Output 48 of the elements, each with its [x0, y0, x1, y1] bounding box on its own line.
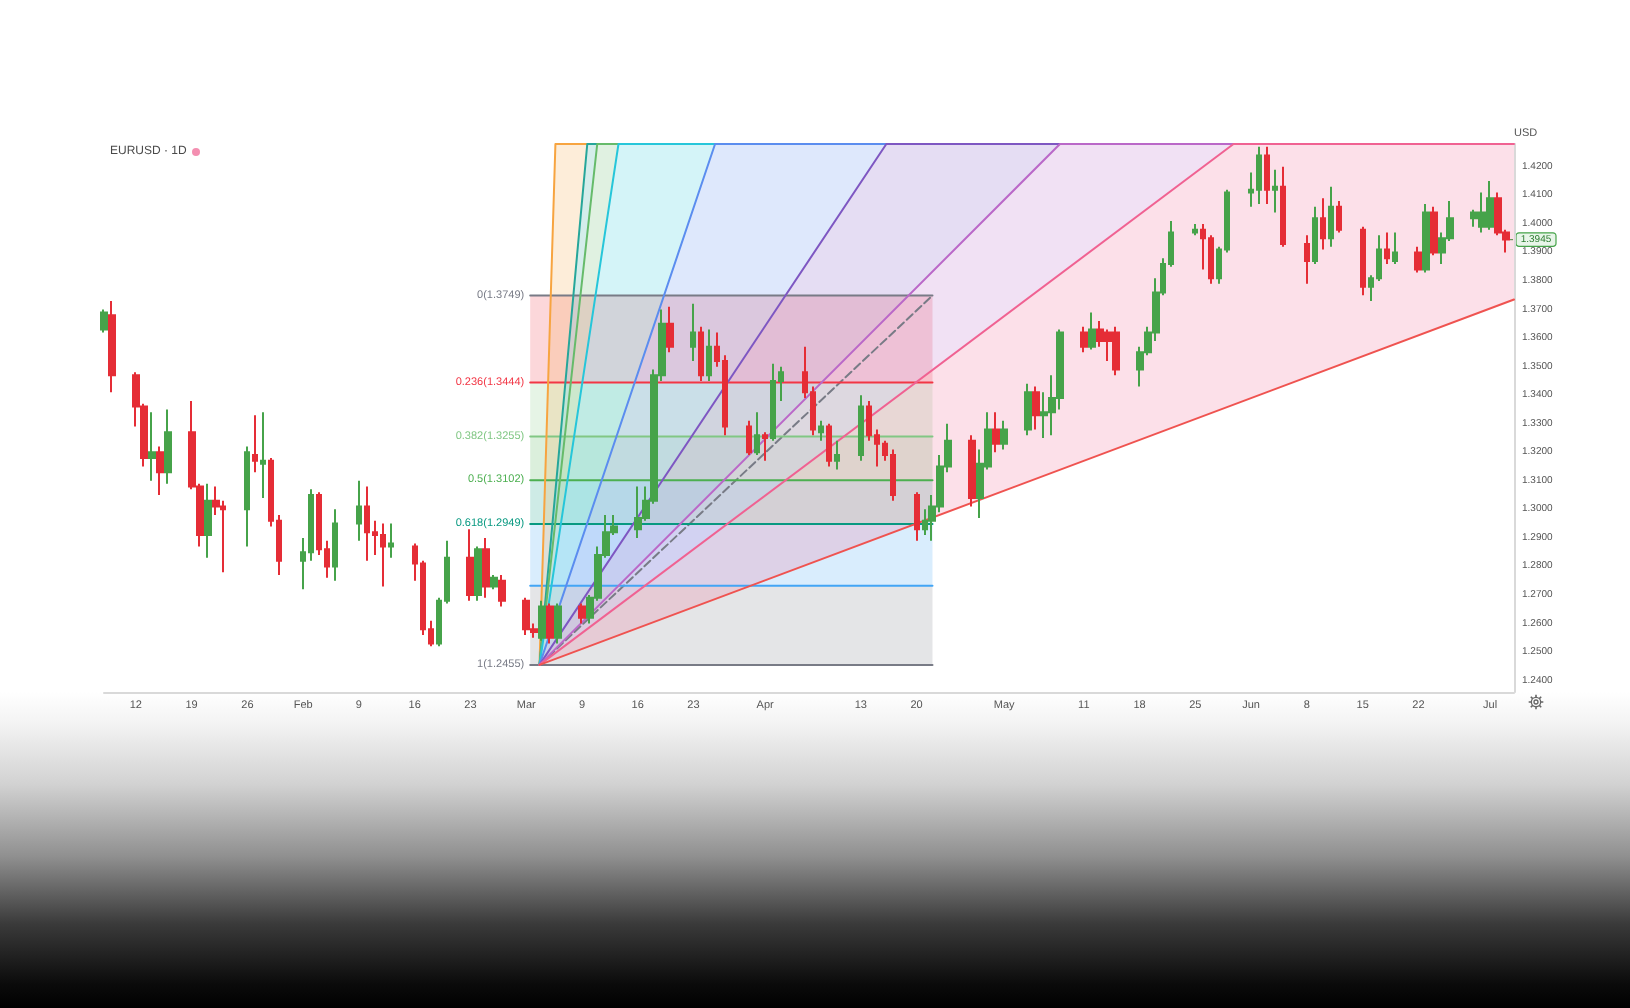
candlestick: [1430, 205, 1438, 257]
candlestick: [1312, 205, 1318, 265]
candlestick: [1032, 385, 1040, 431]
candlestick: [108, 299, 116, 394]
candlestick: [474, 545, 482, 602]
candlestick: [260, 411, 266, 499]
candlestick: [204, 482, 212, 559]
candlestick: [1360, 225, 1366, 297]
candlestick: [1328, 185, 1334, 248]
candlestick: [834, 439, 840, 471]
candlestick: [1414, 245, 1422, 274]
candlestick: [1422, 202, 1430, 274]
candlestick: [100, 308, 108, 334]
candlestick: [890, 448, 896, 502]
candlestick: [1280, 165, 1286, 248]
candlestick: [1304, 234, 1310, 285]
candlestick: [252, 414, 258, 474]
candlestick: [992, 411, 1000, 454]
candlestick: [1336, 200, 1342, 234]
candlestick: [1080, 325, 1088, 354]
candlestick: [148, 411, 156, 482]
candlestick: [244, 445, 250, 548]
candlestick: [156, 445, 164, 497]
candlestick: [1264, 145, 1270, 205]
candlestick: [356, 479, 362, 542]
candlestick: [380, 522, 386, 588]
candlestick: [1192, 222, 1198, 237]
candlestick: [1000, 419, 1008, 451]
candlestick: [164, 408, 172, 485]
candlestick: [498, 573, 506, 608]
candlestick: [968, 434, 976, 508]
candlestick: [914, 491, 920, 542]
candlestick: [466, 528, 474, 602]
candlestick: [1320, 197, 1326, 251]
candlestick: [1392, 231, 1398, 265]
candlestick: [490, 573, 498, 591]
candlestick: [858, 394, 864, 462]
candlestick: [1112, 325, 1120, 377]
candlestick: [1486, 180, 1494, 231]
candlestick: [1088, 311, 1096, 351]
candlestick: [1256, 145, 1262, 205]
candlestick: [1024, 382, 1032, 437]
candlestick: [332, 508, 338, 582]
candlestick: [1272, 168, 1278, 214]
candlestick: [388, 522, 394, 559]
candlestick: [1384, 231, 1390, 265]
candlestick: [482, 536, 490, 599]
candlestick: [364, 485, 370, 562]
